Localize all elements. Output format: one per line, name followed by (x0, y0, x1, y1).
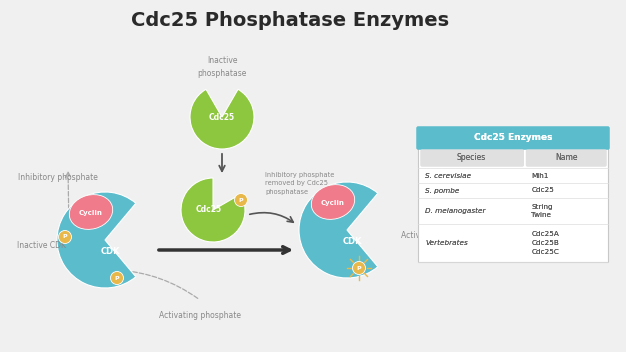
Circle shape (111, 271, 123, 284)
Text: Cdc25A
Cdc25B
Cdc25C: Cdc25A Cdc25B Cdc25C (531, 232, 559, 254)
Text: Cdc25: Cdc25 (196, 206, 222, 214)
Text: Cdc25: Cdc25 (531, 188, 554, 194)
Text: String
Twine: String Twine (531, 204, 553, 218)
Text: Species: Species (456, 153, 486, 163)
Text: Name: Name (555, 153, 577, 163)
Text: Cdc25 Enzymes: Cdc25 Enzymes (474, 133, 552, 143)
Wedge shape (190, 89, 254, 149)
FancyBboxPatch shape (526, 150, 607, 166)
Text: Vertebrates: Vertebrates (425, 240, 468, 246)
Text: Mih1: Mih1 (531, 172, 549, 178)
Text: P: P (239, 197, 244, 202)
Wedge shape (57, 192, 136, 288)
FancyBboxPatch shape (421, 150, 524, 166)
Text: Inhibitory phosphate: Inhibitory phosphate (18, 174, 98, 182)
Text: Name: Name (555, 153, 577, 163)
Text: Cdc25 Enzymes: Cdc25 Enzymes (474, 133, 552, 143)
Text: S. pombe: S. pombe (425, 188, 459, 194)
Circle shape (352, 262, 366, 275)
Text: P: P (63, 234, 68, 239)
Text: Vertebrates: Vertebrates (425, 240, 468, 246)
Ellipse shape (69, 195, 113, 230)
Text: Cyclin: Cyclin (79, 210, 103, 216)
Text: Inhibitory phosphate
removed by Cdc25
phosphatase: Inhibitory phosphate removed by Cdc25 ph… (265, 172, 334, 195)
Wedge shape (181, 178, 245, 242)
FancyBboxPatch shape (526, 150, 607, 166)
FancyBboxPatch shape (416, 126, 610, 150)
Text: P: P (357, 265, 361, 270)
Text: Mih1: Mih1 (531, 172, 549, 178)
Text: Cyclin: Cyclin (321, 200, 345, 206)
FancyBboxPatch shape (421, 150, 524, 166)
Wedge shape (299, 182, 378, 278)
Text: Cdc25: Cdc25 (531, 188, 554, 194)
Text: Species: Species (456, 153, 486, 163)
Text: P: P (115, 276, 120, 281)
FancyBboxPatch shape (416, 126, 610, 150)
Text: Activating phosphate: Activating phosphate (159, 310, 241, 320)
Text: String
Twine: String Twine (531, 204, 553, 218)
Text: CDK: CDK (342, 238, 362, 246)
Text: Inactive CDK: Inactive CDK (17, 240, 66, 250)
Circle shape (235, 194, 247, 207)
FancyBboxPatch shape (418, 128, 608, 262)
Text: Inactive
phosphatase: Inactive phosphatase (197, 56, 247, 78)
Text: S. cerevisiae: S. cerevisiae (425, 172, 471, 178)
Text: Cdc25: Cdc25 (209, 113, 235, 121)
Ellipse shape (311, 184, 355, 219)
Text: S. cerevisiae: S. cerevisiae (425, 172, 471, 178)
Text: S. pombe: S. pombe (425, 188, 459, 194)
Text: Cdc25A
Cdc25B
Cdc25C: Cdc25A Cdc25B Cdc25C (531, 232, 559, 254)
Text: CDK: CDK (100, 247, 120, 257)
Text: D. melanogaster: D. melanogaster (425, 208, 486, 214)
Text: Cdc25 Phosphatase Enzymes: Cdc25 Phosphatase Enzymes (131, 11, 449, 30)
Text: Active CDK: Active CDK (401, 231, 443, 239)
Text: D. melanogaster: D. melanogaster (425, 208, 486, 214)
Circle shape (58, 231, 71, 244)
